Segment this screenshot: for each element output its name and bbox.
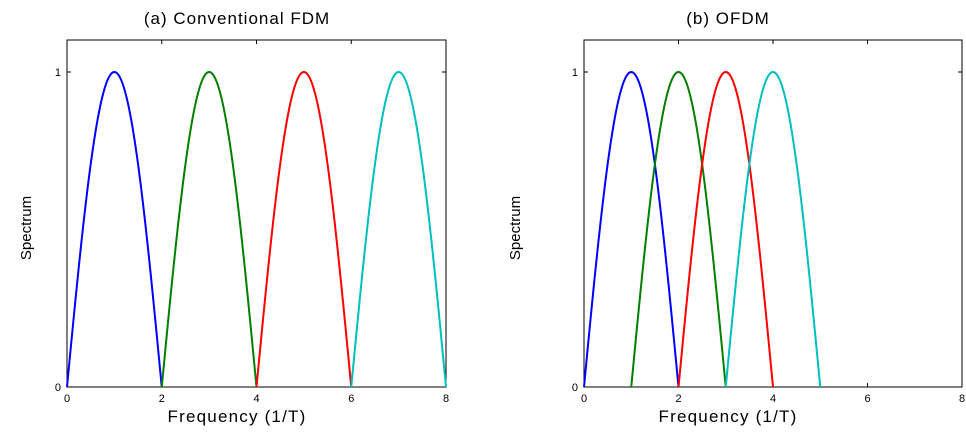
chart-title: (b) OFDM [686,9,770,28]
x-tick-label: 6 [864,393,870,405]
y-tick-label: 1 [572,67,578,79]
y-tick-label: 1 [55,67,61,79]
x-tick-label: 8 [443,393,449,405]
chart-title: (a) Conventional FDM [144,9,330,28]
chart-panel-conventional-fdm: (a) Conventional FDM Frequency (1/T) Spe… [18,9,449,426]
series-line-2 [255,70,353,388]
y-axis-label: Spectrum [18,196,35,260]
x-tick-label: 2 [675,393,681,405]
x-tick-label: 0 [64,393,70,405]
chart-panel-ofdm: (b) OFDM Frequency (1/T) Spectrum 0 2 4 6 8 0… [483,0,966,435]
x-tick-label: 2 [159,393,165,405]
x-tick-label: 4 [253,393,259,405]
x-tick-label: 8 [959,393,965,405]
series-line-3 [724,70,822,388]
x-axis-label: Frequency (1/T) [168,407,307,426]
series-line-1 [160,70,258,388]
plot-frame [583,39,963,388]
chart-conventional-fdm: (a) Conventional FDM Frequency (1/T) Spe… [18,9,449,426]
series-line-1 [630,70,727,388]
x-tick-label: 0 [581,393,587,405]
series-line-3 [350,70,447,388]
x-axis-label: Frequency (1/T) [659,407,798,426]
series-line-0 [583,70,680,388]
series-line-0 [66,70,163,388]
series-line-2 [677,70,774,388]
y-tick-label: 0 [55,382,61,394]
chart-ofdm: (b) OFDM Frequency (1/T) Spectrum 0 2 4 6 8 0… [507,9,965,426]
x-tick-label: 6 [348,393,354,405]
x-tick-label: 4 [770,393,776,405]
y-axis-label: Spectrum [507,196,524,260]
plot-frame [66,39,447,388]
y-tick-label: 0 [572,382,578,394]
